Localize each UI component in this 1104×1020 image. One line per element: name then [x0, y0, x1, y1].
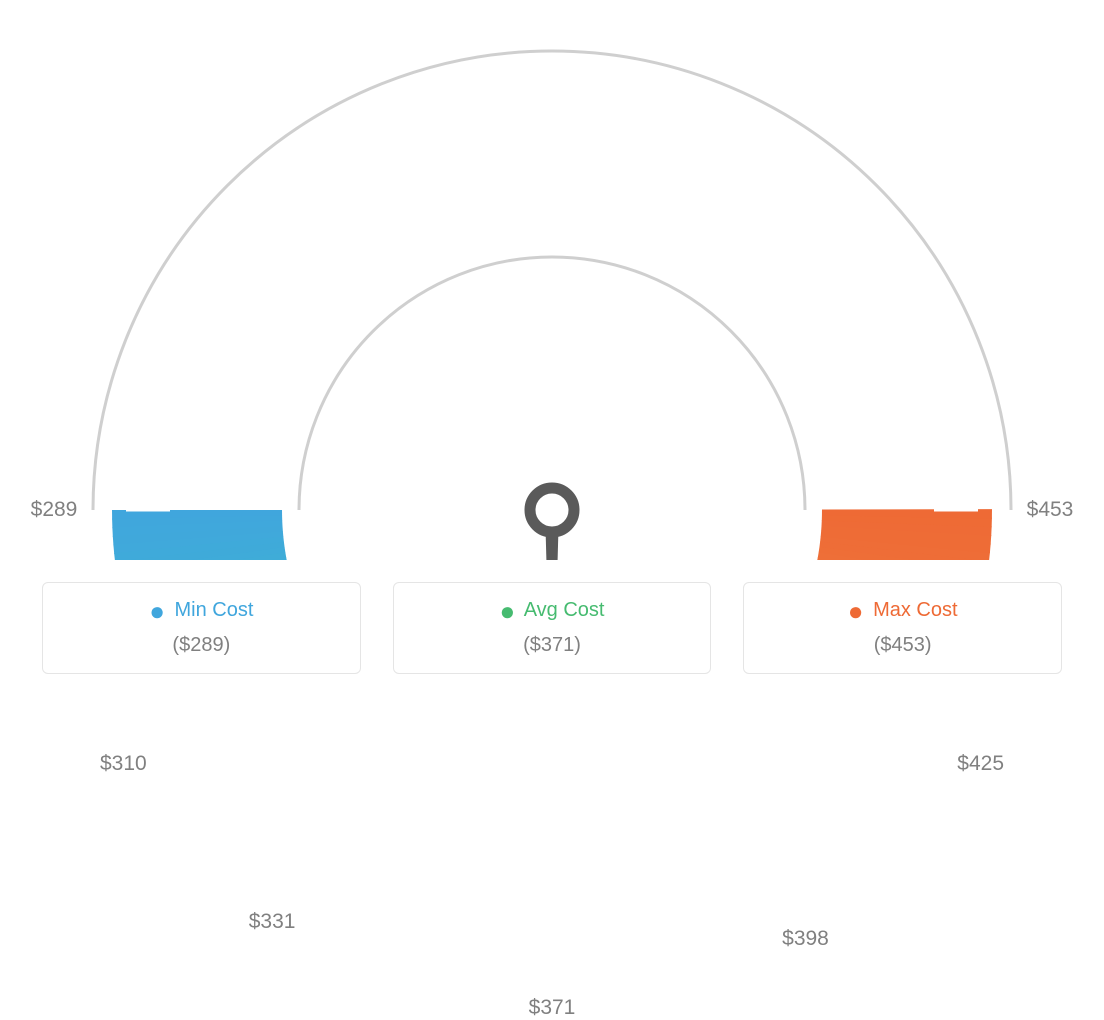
legend-title-avg: ● Avg Cost [402, 599, 703, 622]
gauge-tick-label: $398 [782, 927, 829, 951]
legend-title-text: Max Cost [873, 599, 957, 621]
gauge-tick-label: $425 [957, 752, 1004, 776]
legend-card-avg: ● Avg Cost ($371) [393, 582, 712, 674]
gauge-svg [0, 0, 1104, 560]
gauge-cost-chart: $289$310$331$371$398$425$453 ● Min Cost … [0, 0, 1104, 690]
dot-icon: ● [500, 596, 516, 626]
gauge-tick-label: $371 [529, 996, 576, 1020]
legend-row: ● Min Cost ($289) ● Avg Cost ($371) ● Ma… [0, 582, 1104, 674]
legend-card-min: ● Min Cost ($289) [42, 582, 361, 674]
dot-icon: ● [149, 596, 165, 626]
gauge-tick-label: $289 [31, 498, 78, 522]
dot-icon: ● [848, 596, 864, 626]
legend-title-max: ● Max Cost [752, 599, 1053, 622]
legend-value-min: ($289) [51, 634, 352, 657]
legend-title-text: Min Cost [175, 599, 254, 621]
gauge-tick-label: $331 [249, 910, 296, 934]
legend-title-min: ● Min Cost [51, 599, 352, 622]
legend-card-max: ● Max Cost ($453) [743, 582, 1062, 674]
legend-value-avg: ($371) [402, 634, 703, 657]
gauge-tick-label: $310 [100, 752, 147, 776]
legend-title-text: Avg Cost [524, 599, 605, 621]
gauge-tick-label: $453 [1027, 498, 1074, 522]
gauge-area: $289$310$331$371$398$425$453 [0, 0, 1104, 560]
legend-value-max: ($453) [752, 634, 1053, 657]
